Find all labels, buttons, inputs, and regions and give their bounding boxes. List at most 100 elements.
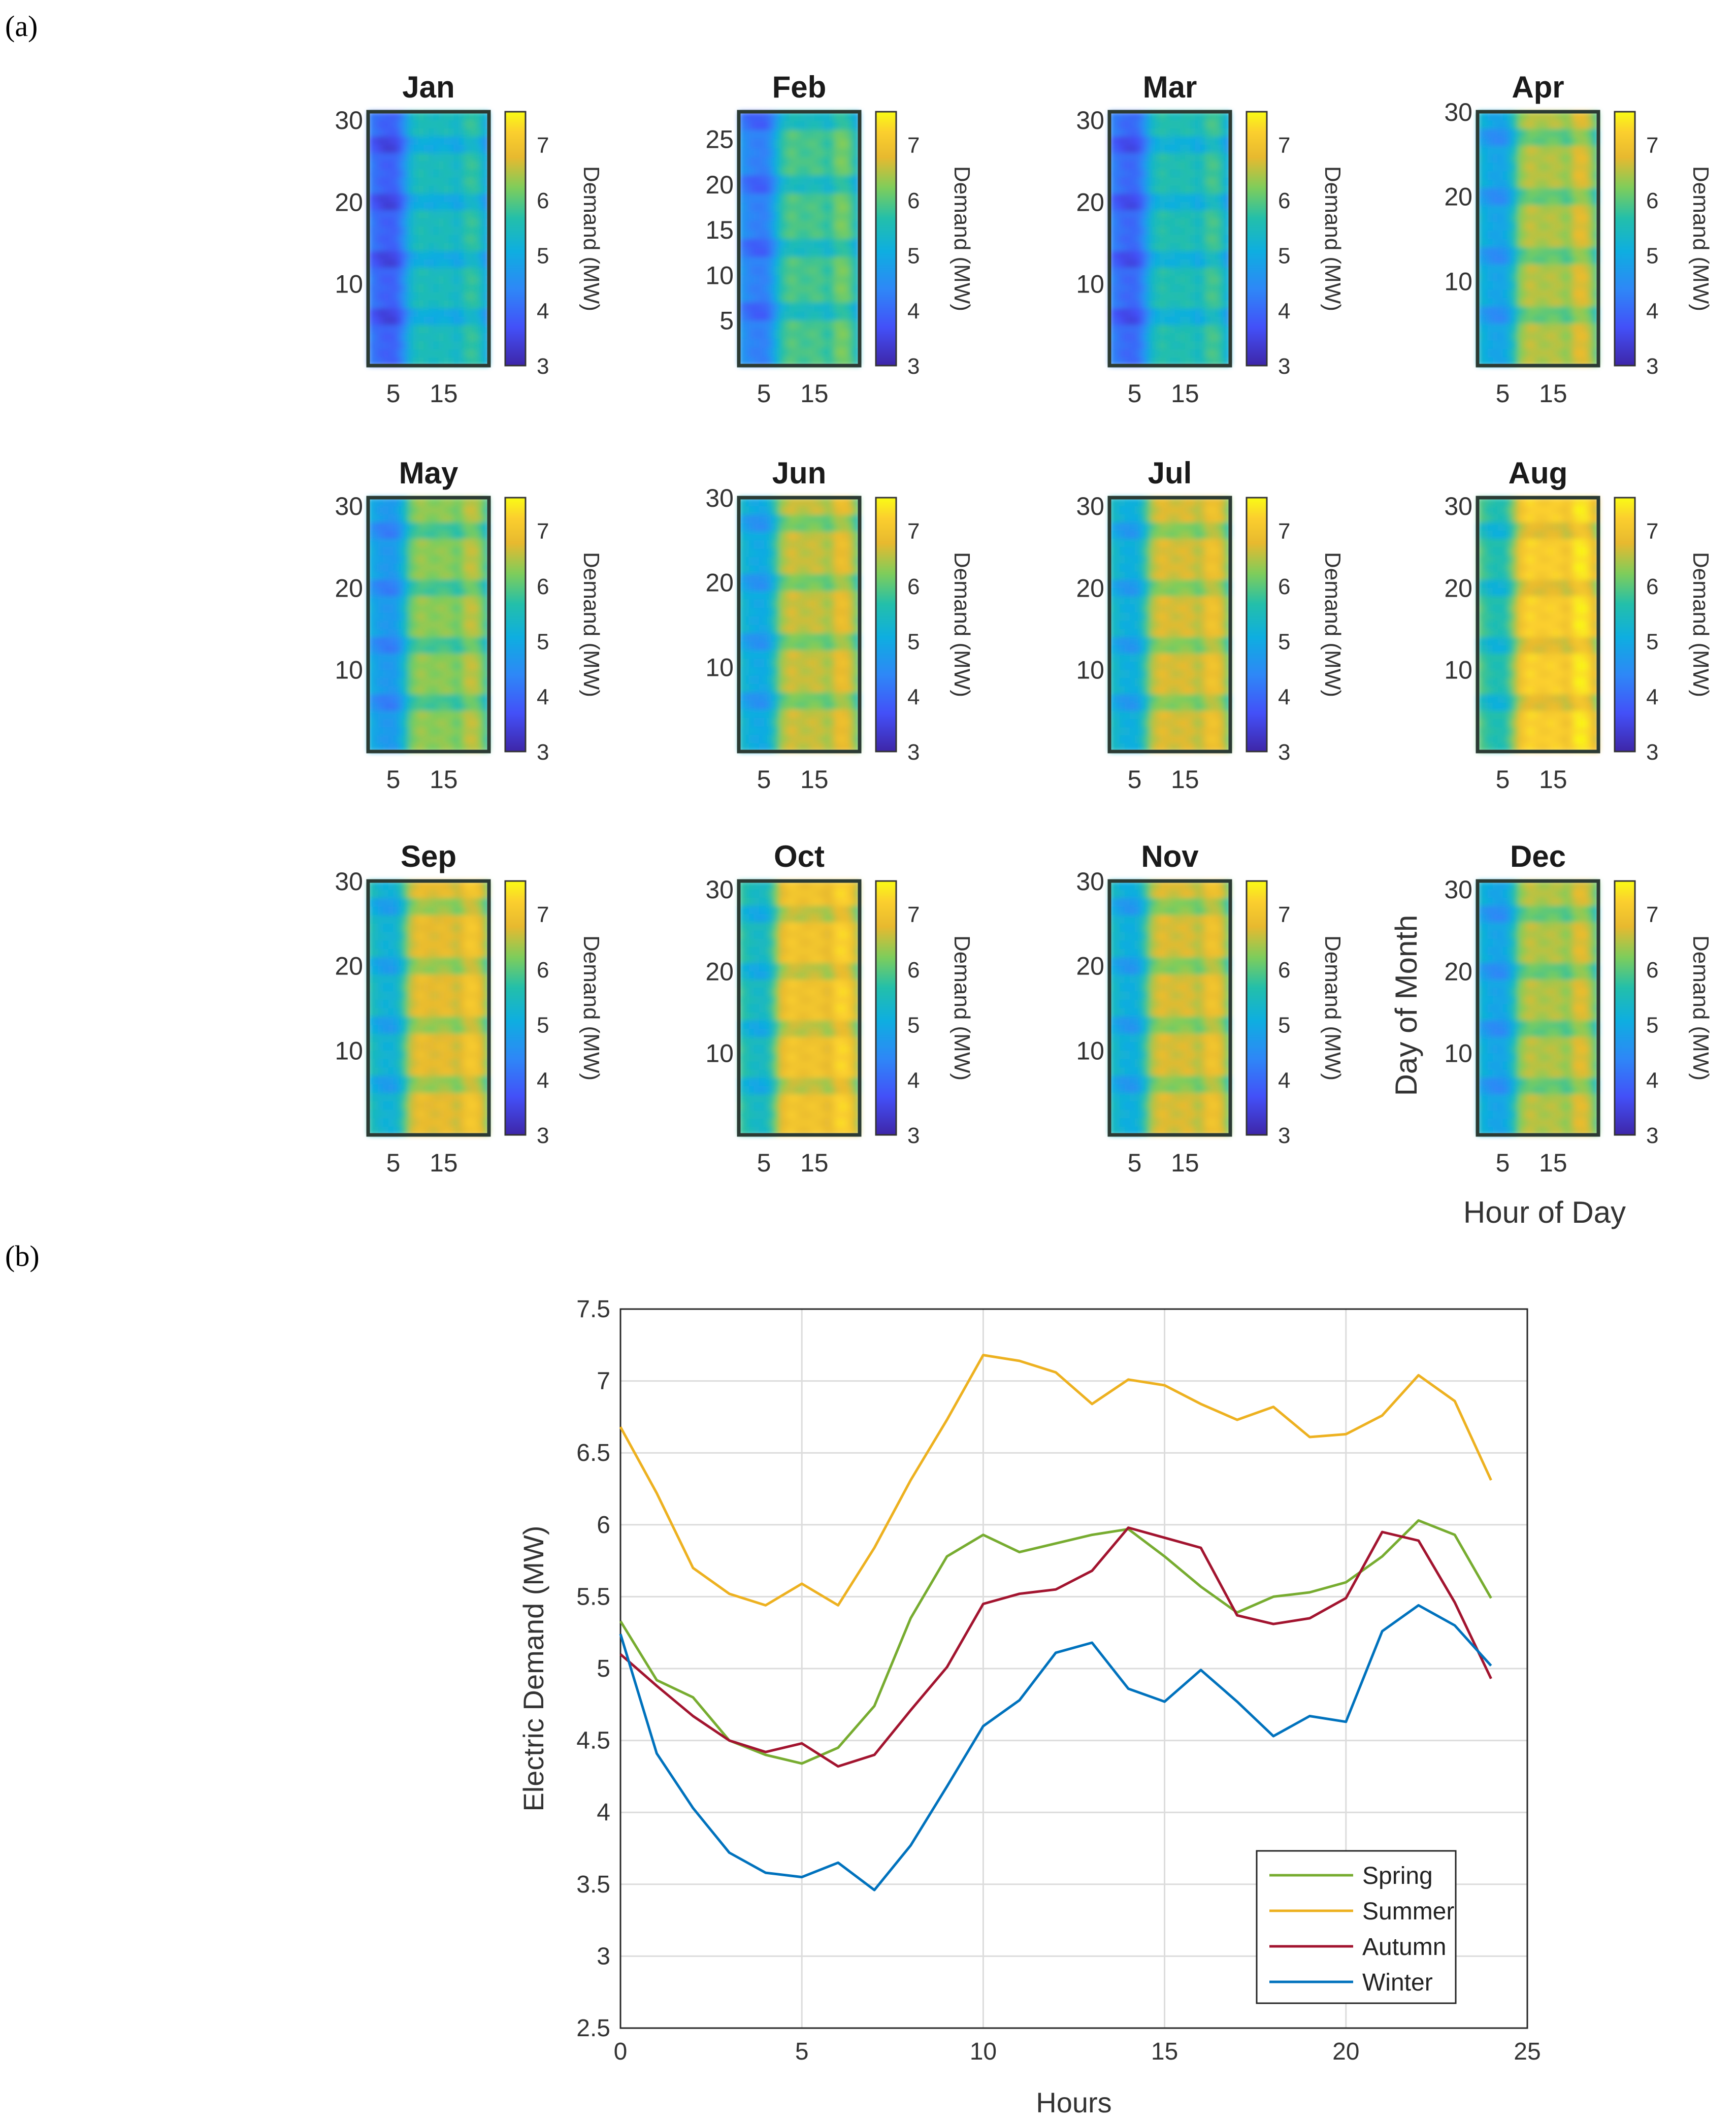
heatmap-cell (458, 300, 465, 309)
heatmap-cell (1109, 177, 1115, 186)
heatmap-cell (1225, 333, 1231, 342)
heatmap-cell (1215, 563, 1221, 572)
heatmap-cell (1180, 226, 1186, 235)
heatmap-cell (1553, 145, 1559, 154)
heatmap-cell (739, 247, 744, 257)
heatmap-cell (1134, 686, 1140, 695)
heatmap-cell (764, 230, 770, 239)
heatmap-cell (1482, 137, 1488, 146)
heatmap-cell (774, 607, 779, 616)
heatmap-cell (1518, 306, 1523, 315)
heatmap-cell (1155, 218, 1160, 227)
heatmap-cell (1174, 169, 1181, 178)
heatmap-cell (794, 625, 800, 634)
heatmap-cell (855, 675, 860, 684)
heatmap-cell (413, 498, 419, 506)
heatmap-cell (799, 120, 805, 131)
colorbar-tick: 3 (907, 354, 920, 379)
heatmap-cell (458, 202, 465, 211)
heatmap-cell (819, 175, 825, 185)
heatmap-cell (1129, 719, 1135, 728)
heatmap-cell (1220, 136, 1226, 145)
heatmap-cell (1109, 324, 1115, 334)
heatmap-cell (829, 139, 835, 149)
heatmap-cell (474, 579, 479, 589)
heatmap-cell (1160, 702, 1165, 711)
heatmap-cell (479, 308, 484, 317)
heatmap-cell (1119, 669, 1125, 678)
heatmap-cell (373, 333, 379, 342)
heatmap-cell (464, 112, 469, 120)
heatmap-cell (1225, 341, 1231, 350)
heatmap-cell (1150, 234, 1155, 243)
heatmap-cell (1165, 120, 1170, 128)
heatmap-cell (423, 604, 429, 613)
heatmap-cell (819, 692, 825, 701)
heatmap-cell (1114, 283, 1120, 292)
heatmap-cell (413, 226, 419, 235)
heatmap-cell (423, 629, 429, 637)
heatmap-cell (378, 267, 384, 276)
heatmap-cell (378, 120, 384, 128)
heatmap-cell (1155, 563, 1160, 572)
heatmap-cell (1155, 169, 1160, 178)
heatmap-cell (819, 701, 825, 710)
heatmap-cell (789, 726, 795, 735)
heatmap-cell (1523, 145, 1528, 154)
heatmap-cell (418, 300, 424, 309)
heatmap-cell (383, 727, 389, 736)
heatmap-cell (413, 152, 419, 161)
heatmap-cell (1195, 202, 1201, 211)
heatmap-cell (1538, 171, 1544, 180)
heatmap-cell (448, 283, 454, 292)
heatmap-cell (398, 727, 404, 736)
heatmap-cell (834, 230, 840, 239)
heatmap-cell (1200, 727, 1206, 736)
heatmap-cell (1170, 735, 1175, 744)
heatmap-cell (759, 743, 765, 752)
heatmap-cell (469, 218, 474, 227)
heatmap-cell (839, 256, 845, 267)
heatmap-cell (1155, 604, 1160, 613)
heatmap-cells (368, 498, 489, 752)
heatmap-cell (1139, 629, 1145, 637)
heatmap-cell (1180, 629, 1186, 637)
heatmap-cell (1155, 251, 1160, 259)
heatmap-cell (1210, 341, 1216, 350)
heatmap-cell (789, 184, 795, 194)
heatmap-cell (1144, 341, 1150, 350)
heatmap-cell (1119, 563, 1125, 572)
heatmap-cell (383, 563, 389, 572)
heatmap-cell (754, 582, 760, 591)
heatmap-cell (789, 523, 795, 532)
heatmap-cell (774, 514, 779, 524)
heatmap-cell (484, 686, 489, 695)
heatmap-cell (1155, 291, 1160, 301)
heatmap-cell (774, 230, 779, 239)
heatmap-cell (844, 275, 850, 284)
heatmap-cell (1195, 604, 1201, 613)
heatmap-cell (423, 291, 429, 301)
heatmap-cell (1155, 727, 1160, 736)
heatmap-cell (1492, 205, 1498, 214)
heatmap-cell (799, 625, 805, 634)
heatmap-cell (759, 633, 765, 642)
heatmap-cell (1170, 169, 1175, 178)
heatmap-cell (819, 193, 825, 203)
heatmap-cell (829, 293, 835, 303)
heatmap-cell (1170, 604, 1175, 613)
heatmap-cell (743, 582, 749, 591)
heatmap-cell (829, 256, 835, 267)
heatmap-cell (464, 735, 469, 744)
heatmap-cell (834, 591, 840, 600)
heatmap-cell (393, 243, 399, 251)
heatmap-cell (824, 709, 830, 718)
heatmap-cell (855, 591, 860, 600)
heatmap-cell (1205, 719, 1210, 728)
heatmap-cell (1528, 213, 1533, 222)
heatmap-cell (373, 226, 379, 235)
heatmap-cell (1129, 128, 1135, 137)
heatmap-cell (418, 702, 424, 711)
heatmap-cell (1174, 283, 1181, 292)
heatmap-cell (1588, 196, 1594, 205)
